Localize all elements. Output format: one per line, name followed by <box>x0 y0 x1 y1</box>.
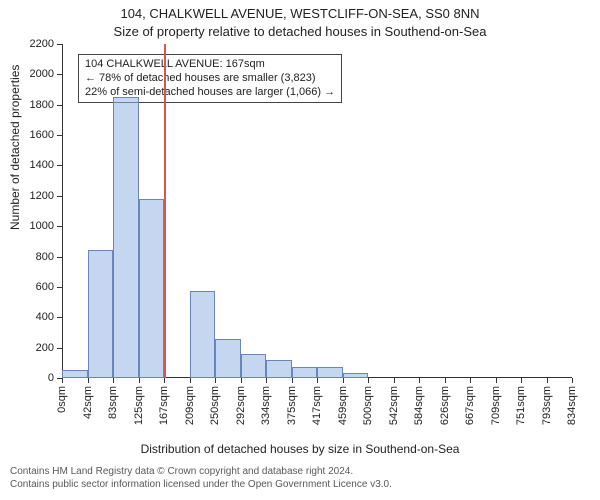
xtick-label: 542sqm <box>388 386 400 425</box>
histogram-bar <box>62 370 88 378</box>
annotation-line-1: 104 CHALKWELL AVENUE: 167sqm <box>85 58 335 72</box>
histogram-bar <box>266 360 292 378</box>
y-axis-label: Number of detached properties <box>8 65 22 230</box>
xtick-mark <box>445 378 446 383</box>
xtick-label: 250sqm <box>209 386 221 425</box>
xtick-label: 167sqm <box>158 386 170 425</box>
ytick-mark <box>57 74 62 75</box>
histogram-bar <box>113 97 139 378</box>
xtick-label: 209sqm <box>184 386 196 425</box>
ytick-mark <box>57 105 62 106</box>
y-axis-line <box>62 44 63 378</box>
xtick-label: 292sqm <box>235 386 247 425</box>
ytick-mark <box>57 135 62 136</box>
xtick-label: 793sqm <box>541 386 553 425</box>
xtick-mark <box>241 378 242 383</box>
xtick-label: 751sqm <box>515 386 527 425</box>
xtick-label: 0sqm <box>56 386 68 413</box>
ytick-label: 800 <box>36 251 54 263</box>
xtick-mark <box>88 378 89 383</box>
xtick-label: 417sqm <box>311 386 323 425</box>
xtick-mark <box>62 378 63 383</box>
ytick-label: 1600 <box>30 129 54 141</box>
reference-line <box>164 44 166 378</box>
annotation-line-2: ← 78% of detached houses are smaller (3,… <box>85 72 335 86</box>
ytick-label: 0 <box>48 372 54 384</box>
histogram-plot: 104 CHALKWELL AVENUE: 167sqm ← 78% of de… <box>62 44 572 378</box>
xtick-label: 626sqm <box>439 386 451 425</box>
histogram-bar <box>88 250 114 378</box>
ytick-label: 1400 <box>30 159 54 171</box>
xtick-label: 709sqm <box>490 386 502 425</box>
ytick-mark <box>57 257 62 258</box>
ytick-label: 200 <box>36 342 54 354</box>
xtick-mark <box>317 378 318 383</box>
histogram-bar <box>241 354 267 378</box>
ytick-mark <box>57 196 62 197</box>
histogram-bar <box>343 373 369 378</box>
chart-title-address: 104, CHALKWELL AVENUE, WESTCLIFF-ON-SEA,… <box>0 6 600 21</box>
xtick-mark <box>113 378 114 383</box>
xtick-mark <box>572 378 573 383</box>
chart-title-subtitle: Size of property relative to detached ho… <box>0 24 600 39</box>
ytick-label: 2000 <box>30 68 54 80</box>
x-axis-label: Distribution of detached houses by size … <box>0 442 600 456</box>
ytick-label: 1200 <box>30 190 54 202</box>
ytick-label: 2200 <box>30 38 54 50</box>
attribution-text: Contains HM Land Registry data © Crown c… <box>10 466 392 491</box>
histogram-bar <box>317 367 343 378</box>
ytick-mark <box>57 317 62 318</box>
ytick-mark <box>57 348 62 349</box>
attribution-line-1: Contains HM Land Registry data © Crown c… <box>10 466 392 479</box>
xtick-label: 83sqm <box>107 386 119 419</box>
xtick-mark <box>470 378 471 383</box>
xtick-mark <box>343 378 344 383</box>
xtick-mark <box>547 378 548 383</box>
ytick-mark <box>57 226 62 227</box>
xtick-label: 375sqm <box>286 386 298 425</box>
xtick-mark <box>368 378 369 383</box>
attribution-line-2: Contains public sector information licen… <box>10 479 392 492</box>
xtick-mark <box>394 378 395 383</box>
xtick-label: 42sqm <box>82 386 94 419</box>
xtick-mark <box>266 378 267 383</box>
histogram-bar <box>215 339 241 378</box>
xtick-label: 334sqm <box>260 386 272 425</box>
ytick-mark <box>57 165 62 166</box>
xtick-label: 584sqm <box>413 386 425 425</box>
histogram-bar <box>139 199 165 378</box>
xtick-label: 500sqm <box>362 386 374 425</box>
xtick-mark <box>139 378 140 383</box>
xtick-label: 667sqm <box>464 386 476 425</box>
xtick-label: 834sqm <box>566 386 578 425</box>
xtick-mark <box>419 378 420 383</box>
histogram-bar <box>190 291 216 378</box>
xtick-mark <box>190 378 191 383</box>
ytick-label: 400 <box>36 311 54 323</box>
ytick-mark <box>57 44 62 45</box>
xtick-label: 459sqm <box>337 386 349 425</box>
xtick-mark <box>521 378 522 383</box>
xtick-mark <box>292 378 293 383</box>
annotation-box: 104 CHALKWELL AVENUE: 167sqm ← 78% of de… <box>78 54 342 103</box>
xtick-label: 125sqm <box>133 386 145 425</box>
ytick-label: 1800 <box>30 99 54 111</box>
xtick-mark <box>215 378 216 383</box>
ytick-label: 600 <box>36 281 54 293</box>
ytick-label: 1000 <box>30 220 54 232</box>
xtick-mark <box>496 378 497 383</box>
xtick-mark <box>164 378 165 383</box>
histogram-bar <box>292 367 318 378</box>
ytick-mark <box>57 287 62 288</box>
